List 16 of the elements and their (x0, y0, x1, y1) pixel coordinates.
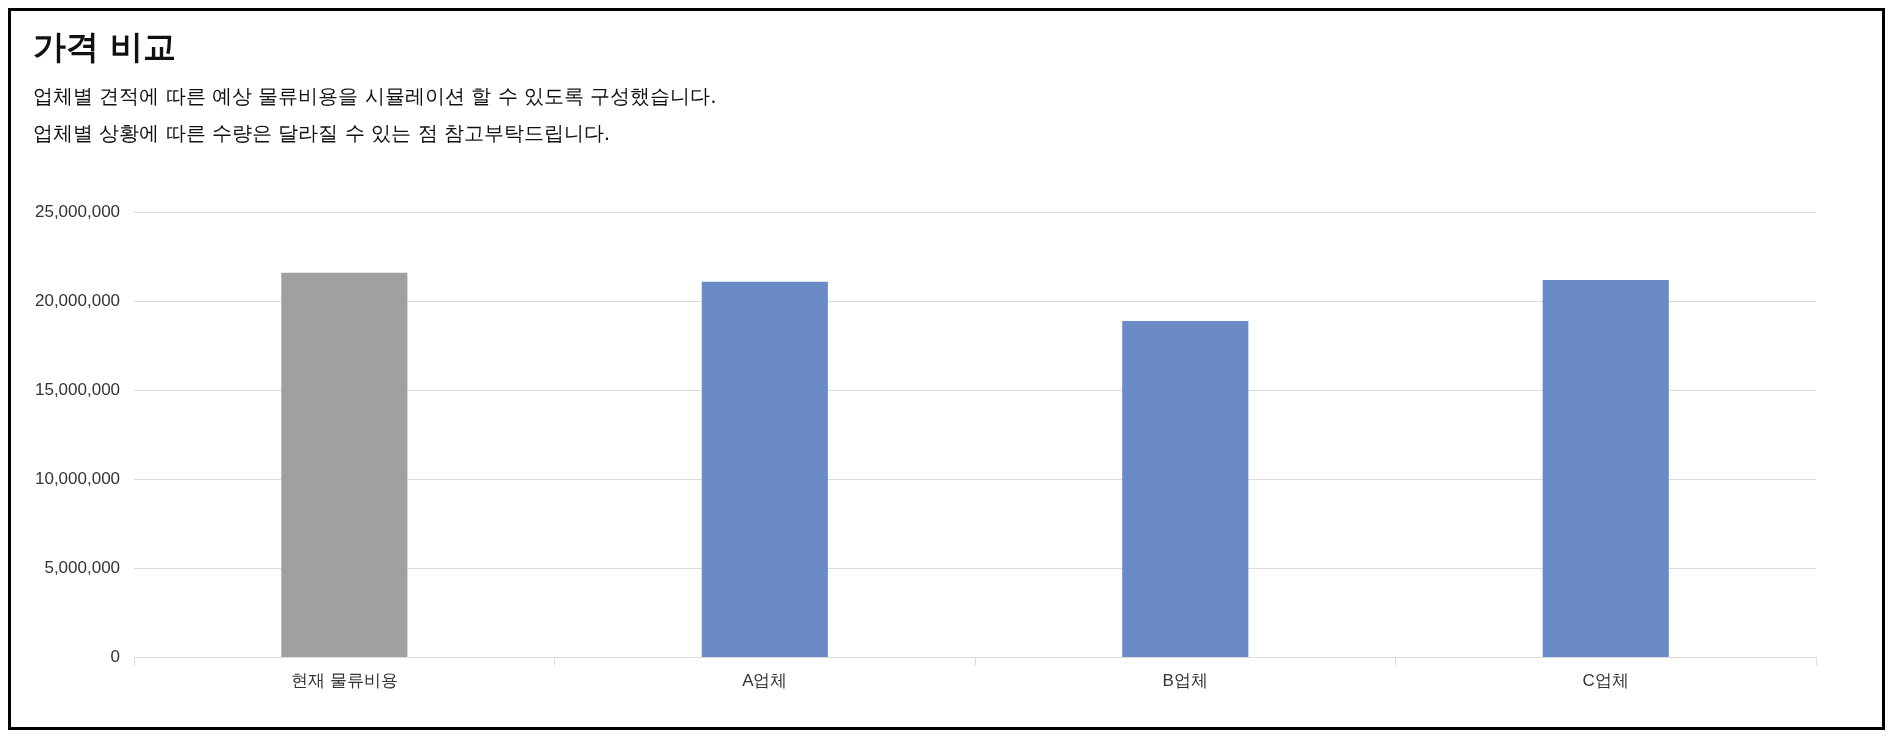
bar (1122, 320, 1249, 658)
bar (1542, 279, 1669, 658)
x-tick-label: 현재 물류비용 (290, 671, 398, 691)
x-tick-label: C업체 (1582, 671, 1629, 691)
y-tick-label: 20,000,000 (34, 290, 121, 310)
y-tick-label: 5,000,000 (44, 558, 121, 578)
y-tick-label: 10,000,000 (34, 469, 121, 489)
chart-title: 가격 비교 (33, 26, 178, 68)
chart-subtitle: 업체별 견적에 따른 예상 물류비용을 시뮬레이션 할 수 있도록 구성했습니다. 업체별 상황에 따른 수량은 달라질 수 있는 점 참고부탁드립니다. (33, 83, 718, 147)
y-tick-label: 25,000,000 (34, 201, 121, 221)
y-tick-label: 15,000,000 (34, 380, 121, 400)
x-tick-label: B업체 (1162, 671, 1208, 691)
bar (281, 272, 408, 658)
bar (701, 281, 828, 658)
y-tick-label: 0 (110, 647, 121, 667)
x-tick-label: A업체 (742, 671, 788, 691)
